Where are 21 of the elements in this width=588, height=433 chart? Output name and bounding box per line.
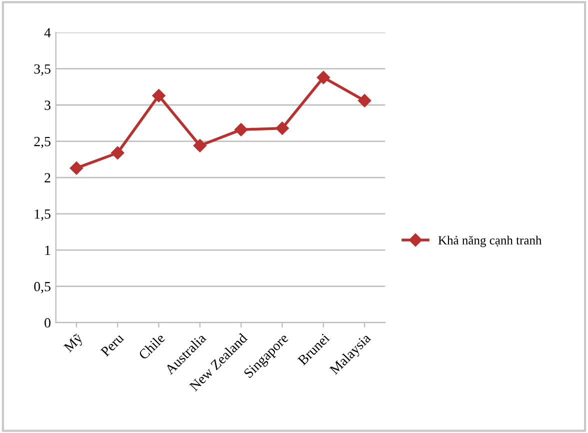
point [193, 139, 207, 152]
y-tick-label: 1 [45, 246, 50, 255]
y-tick-label: 0,5 [34, 282, 50, 294]
y-tick-label: 4 [44, 28, 51, 38]
point [234, 123, 248, 136]
x-tick-label: Chile [138, 332, 166, 360]
point [152, 88, 166, 102]
point [276, 122, 289, 135]
y-tick-label: 1,5 [34, 209, 50, 221]
y-tick-label: 2,5 [34, 136, 50, 148]
x-tick-label: Mỹ [63, 332, 86, 355]
point [316, 70, 330, 84]
x-tick-label: Peru [100, 332, 124, 357]
point [111, 146, 124, 160]
legend-label: Khả năng cạnh tranh [438, 236, 542, 248]
y-tick-label: 3 [44, 100, 50, 110]
point [70, 162, 84, 175]
y-tick-label: 3,5 [34, 64, 50, 76]
point [358, 94, 372, 108]
y-tick-label: 0 [44, 318, 50, 328]
y-tick-label: 2 [44, 173, 50, 182]
